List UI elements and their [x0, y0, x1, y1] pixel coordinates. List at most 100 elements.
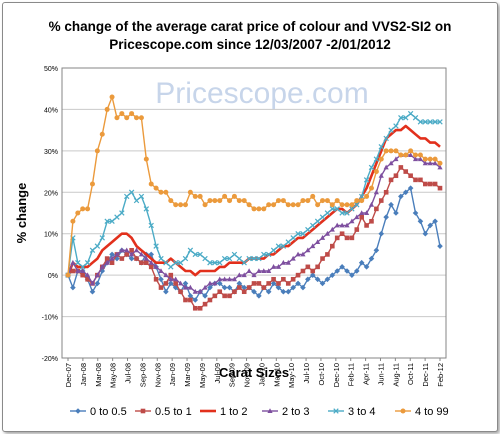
data-point: [383, 189, 389, 195]
data-point: [221, 284, 228, 291]
data-point: [256, 281, 262, 286]
data-point: [344, 268, 350, 274]
data-point: [188, 297, 193, 303]
data-point: [349, 272, 355, 278]
data-point: [138, 193, 145, 200]
data-point: [246, 255, 252, 262]
data-point: [427, 160, 433, 166]
data-point: [158, 268, 164, 273]
legend-swatch-marker: [333, 408, 339, 414]
data-point: [114, 115, 120, 121]
data-point: [417, 218, 424, 225]
data-point: [75, 259, 81, 266]
data-point: [349, 202, 355, 208]
data-point: [339, 202, 345, 208]
data-point: [300, 230, 306, 237]
data-point: [383, 164, 389, 170]
data-point: [134, 256, 139, 261]
data-point: [246, 285, 252, 290]
y-tick-label: -10%: [42, 315, 58, 322]
data-point: [403, 152, 409, 158]
data-point: [324, 230, 331, 236]
data-point: [246, 202, 252, 208]
data-point: [368, 164, 375, 171]
x-tick-label: Dec-11: [421, 363, 430, 387]
data-point: [65, 272, 71, 278]
data-point: [139, 260, 144, 266]
data-point: [143, 206, 150, 212]
data-point: [144, 260, 149, 266]
data-point: [80, 268, 86, 273]
data-point: [261, 251, 267, 258]
data-point: [266, 268, 272, 273]
chart-title: % change of the average carat price of c…: [0, 18, 500, 54]
data-point: [271, 202, 277, 208]
data-point: [251, 288, 257, 295]
data-point: [79, 264, 86, 270]
data-point: [388, 177, 394, 183]
data-point: [236, 198, 242, 204]
data-point: [89, 181, 95, 187]
data-point: [109, 218, 115, 225]
data-point: [129, 247, 134, 253]
data-point: [168, 198, 174, 204]
data-point: [325, 252, 330, 257]
data-point: [216, 280, 223, 287]
data-point: [378, 198, 384, 203]
x-tick-label: Jul-10: [302, 363, 311, 383]
data-point: [148, 222, 154, 229]
data-point: [212, 198, 218, 204]
data-point: [104, 106, 110, 112]
data-point: [275, 198, 281, 204]
data-point: [197, 251, 203, 258]
data-point: [99, 264, 105, 269]
data-point: [339, 264, 345, 270]
data-point: [231, 251, 238, 258]
data-point: [192, 193, 198, 199]
data-point: [94, 243, 101, 249]
series-5: [65, 94, 443, 278]
data-point: [417, 156, 424, 162]
data-point: [275, 284, 282, 291]
data-point: [104, 256, 110, 261]
data-point: [119, 210, 125, 216]
data-point: [109, 251, 115, 258]
data-point: [373, 156, 380, 162]
data-point: [114, 255, 120, 262]
legend-label: 4 to 99: [415, 406, 449, 418]
data-point: [432, 181, 438, 187]
data-point: [315, 264, 320, 270]
data-point: [231, 193, 237, 199]
data-point: [329, 206, 336, 212]
data-point: [329, 272, 336, 278]
data-point: [266, 281, 271, 286]
data-point: [432, 160, 438, 166]
data-point: [80, 206, 86, 212]
data-point: [133, 197, 140, 204]
data-point: [89, 280, 96, 286]
data-point: [427, 119, 433, 125]
data-point: [275, 243, 282, 249]
data-point: [158, 255, 164, 262]
data-point: [212, 293, 218, 299]
x-tick-label: Jul-09: [213, 363, 222, 383]
data-point: [300, 284, 306, 291]
data-point: [251, 281, 257, 286]
data-point: [359, 210, 365, 215]
data-point: [143, 156, 149, 162]
data-point: [383, 148, 389, 154]
data-point: [373, 169, 379, 175]
x-tick-label: Feb-11: [347, 363, 356, 386]
data-point: [344, 210, 350, 216]
data-point: [393, 173, 399, 179]
data-point: [172, 284, 179, 291]
data-point: [422, 230, 429, 237]
data-point: [422, 119, 429, 125]
data-point: [354, 198, 360, 204]
data-point: [104, 218, 110, 225]
data-point: [402, 189, 409, 196]
data-point: [280, 198, 286, 204]
data-point: [334, 222, 340, 228]
data-point: [173, 202, 179, 208]
data-point: [388, 127, 394, 133]
